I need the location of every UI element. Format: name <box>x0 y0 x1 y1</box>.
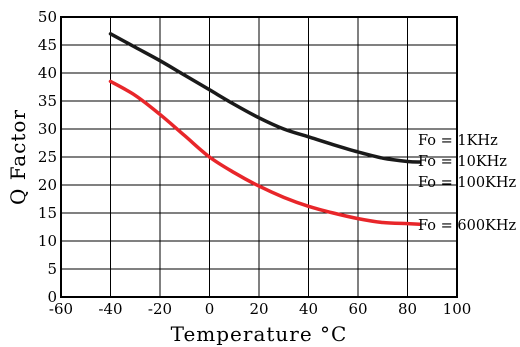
series-label-10khz: Fo = 10KHz <box>418 154 507 170</box>
y-tick-label: 20 <box>38 176 57 194</box>
y-tick-label: 45 <box>38 36 57 54</box>
x-tick-label: -40 <box>98 300 122 318</box>
y-tick-label: 15 <box>38 204 57 222</box>
y-tick-label: 50 <box>38 8 57 26</box>
series-label-1khz: Fo = 1KHz <box>418 133 498 149</box>
y-tick-label: 5 <box>47 260 57 278</box>
y-axis-label: Q Factor <box>6 109 30 205</box>
x-tick-label: 20 <box>249 300 268 318</box>
series-line-red <box>108 79 422 226</box>
x-tick-label: -20 <box>148 300 172 318</box>
y-tick-label: 0 <box>47 288 57 306</box>
x-tick-label: 80 <box>398 300 417 318</box>
grid <box>60 16 458 298</box>
x-tick-label: 0 <box>205 300 215 318</box>
x-axis-label: Temperature °C <box>171 322 348 346</box>
series-line-black <box>108 32 422 164</box>
x-tick-label: 40 <box>299 300 318 318</box>
series-label-600khz: Fo = 600KHz <box>418 218 517 234</box>
y-tick-label: 35 <box>38 92 57 110</box>
x-tick-label: -60 <box>49 300 73 318</box>
y-tick-labels: 0 5 10 15 20 25 30 35 40 45 50 <box>38 8 57 306</box>
x-tick-label: 60 <box>348 300 367 318</box>
x-tick-label: 100 <box>443 300 472 318</box>
plot-frame <box>60 16 458 298</box>
y-tick-label: 30 <box>38 120 57 138</box>
series-group <box>108 32 422 226</box>
y-tick-label: 40 <box>38 64 57 82</box>
x-tick-labels: -60 -40 -20 0 20 40 60 80 100 <box>49 300 471 318</box>
y-tick-label: 25 <box>38 148 57 166</box>
y-tick-label: 10 <box>38 232 57 250</box>
series-label-100khz: Fo = 100KHz <box>418 175 517 191</box>
